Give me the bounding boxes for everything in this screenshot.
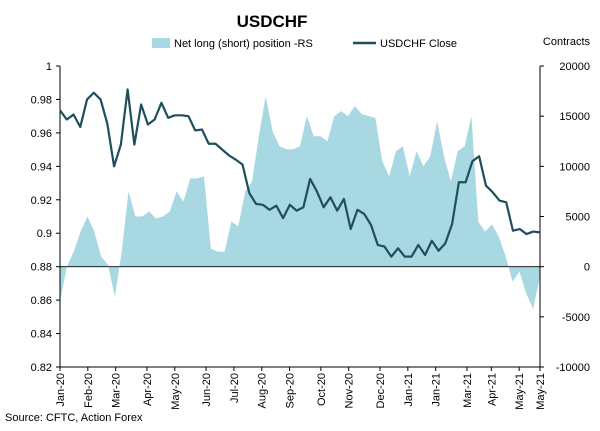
left-tick-label: 0.96 bbox=[31, 128, 52, 140]
x-tick-label: Aug-20 bbox=[257, 373, 269, 408]
x-tick-label: Jan-21 bbox=[431, 373, 443, 407]
legend-label-area: Net long (short) position -RS bbox=[174, 38, 313, 50]
x-tick-label: Jul-20 bbox=[229, 373, 241, 403]
x-tick-label: Sep-20 bbox=[285, 373, 297, 408]
right-tick-label: -5000 bbox=[562, 312, 590, 324]
x-tick-label: Jun-20 bbox=[201, 373, 213, 407]
x-tick-label: May-21 bbox=[535, 373, 547, 410]
right-tick-label: 0 bbox=[584, 262, 590, 274]
x-tick-label: Feb-20 bbox=[83, 373, 95, 408]
left-tick-label: 1 bbox=[46, 61, 52, 73]
x-tick-label: May-20 bbox=[170, 373, 182, 410]
x-tick-label: Nov-20 bbox=[344, 373, 356, 408]
right-tick-label: 15000 bbox=[559, 111, 590, 123]
x-tick-label: Jan-20 bbox=[55, 373, 67, 407]
right-tick-label: -10000 bbox=[556, 362, 590, 374]
chart-source: Source: CFTC, Action Forex bbox=[5, 412, 143, 424]
legend-label-line: USDCHF Close bbox=[380, 38, 457, 50]
left-tick-label: 0.88 bbox=[31, 262, 52, 274]
left-tick-label: 0.94 bbox=[31, 161, 52, 173]
right-tick-label: 5000 bbox=[566, 212, 590, 224]
right-tick-label: 20000 bbox=[559, 61, 590, 73]
left-tick-label: 0.92 bbox=[31, 195, 52, 207]
x-tick-label: Jan-21 bbox=[403, 373, 415, 407]
x-tick-label: Mar-21 bbox=[462, 373, 474, 408]
x-tick-label: May-21 bbox=[514, 373, 526, 410]
x-tick-label: Apr-20 bbox=[142, 373, 154, 406]
left-tick-label: 0.82 bbox=[31, 362, 52, 374]
left-tick-label: 0.86 bbox=[31, 295, 52, 307]
right-tick-label: 10000 bbox=[559, 161, 590, 173]
x-tick-label: Apr-21 bbox=[486, 373, 498, 406]
line-series-usdchf-close bbox=[59, 88, 541, 258]
area-series-net-position bbox=[60, 96, 540, 309]
legend-swatch-area bbox=[152, 38, 170, 48]
x-tick-label: Mar-20 bbox=[111, 373, 123, 408]
left-tick-label: 0.9 bbox=[37, 228, 52, 240]
x-tick-label: Dec-20 bbox=[375, 373, 387, 408]
plot-layer: 0.82 0.84 0.86 0.88 0.9 0.92 0.94 0.96 0.98 1 -100… bbox=[31, 61, 590, 410]
secondary-axis-label: Contracts bbox=[543, 36, 591, 48]
left-tick-label: 0.84 bbox=[31, 329, 52, 341]
chart-title: USDCHF bbox=[237, 12, 308, 31]
left-tick-label: 0.98 bbox=[31, 94, 52, 106]
x-tick-label: Oct-20 bbox=[316, 373, 328, 406]
